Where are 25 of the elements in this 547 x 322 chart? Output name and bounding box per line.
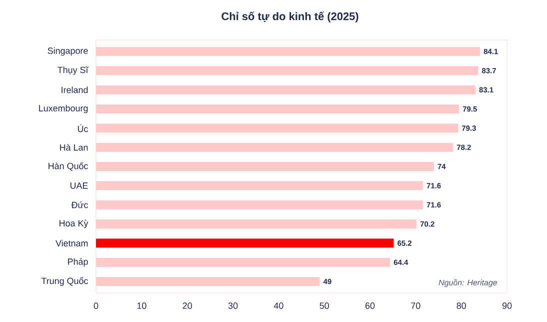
y-tick-label: Thụy Sĩ bbox=[58, 66, 89, 75]
x-tick-label: 40 bbox=[274, 302, 284, 309]
x-tick-label: 0 bbox=[94, 302, 98, 309]
y-tick-label: Hoa Kỳ bbox=[60, 220, 88, 228]
chart-title: Chỉ số tự do kinh tế (2025) bbox=[222, 12, 358, 22]
x-tick-label: 10 bbox=[137, 302, 146, 309]
y-tick-label: Trung Quốc bbox=[41, 277, 88, 286]
x-tick-label: 20 bbox=[182, 302, 192, 309]
x-tick-label: 70 bbox=[411, 302, 420, 309]
bar bbox=[96, 238, 394, 248]
y-tick-label: Hàn Quốc bbox=[48, 162, 88, 171]
y-tick-label: Hà Lan bbox=[60, 144, 88, 151]
y-tick-label: Đức bbox=[71, 201, 88, 208]
y-tick-label: Pháp bbox=[68, 258, 88, 267]
y-tick-label: Ireland bbox=[62, 86, 88, 94]
x-tick-label: 90 bbox=[502, 302, 512, 309]
x-tick-label: 50 bbox=[320, 302, 329, 309]
x-tick-label: 60 bbox=[365, 302, 375, 309]
y-tick-label: Vietnam bbox=[56, 240, 88, 246]
y-tick-label: Úc bbox=[78, 124, 88, 132]
x-tick-label: 30 bbox=[228, 302, 238, 309]
x-tick-label: 80 bbox=[456, 302, 466, 309]
y-tick-label: Luxembourg bbox=[39, 104, 88, 114]
y-tick-label: Singapore bbox=[48, 47, 88, 56]
y-tick-label: UAE bbox=[70, 182, 88, 189]
